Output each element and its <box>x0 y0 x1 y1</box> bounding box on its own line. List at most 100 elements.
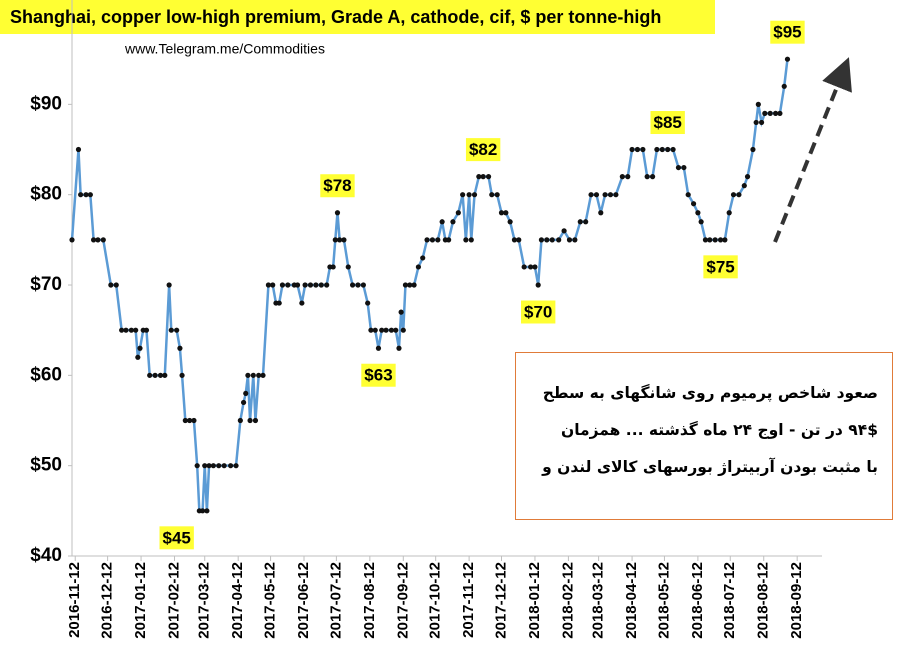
data-point <box>337 237 343 243</box>
data-point <box>191 417 197 424</box>
data-point <box>349 282 356 288</box>
data-point <box>654 146 660 153</box>
data-point <box>108 282 114 288</box>
x-tick-label: 2017-05-12 <box>262 562 279 639</box>
data-point <box>572 237 578 243</box>
data-point <box>640 146 646 153</box>
data-point <box>480 174 486 180</box>
data-point <box>152 372 158 378</box>
x-tick-label: 2018-05-12 <box>655 562 672 639</box>
data-point <box>245 372 251 378</box>
title-background <box>0 0 715 34</box>
annotation-label: $82 <box>469 140 497 159</box>
annotation-line: ۹۴$ در تن - اوج ۲۴ ماه گذشته ... همزمان <box>560 421 878 439</box>
data-point <box>368 327 374 333</box>
data-point <box>379 327 385 333</box>
x-tick-label: 2017-08-12 <box>361 562 378 639</box>
data-point <box>393 327 399 333</box>
x-tick-label: 2017-12-12 <box>492 562 509 639</box>
data-point <box>532 264 538 270</box>
data-point <box>388 327 395 333</box>
data-point <box>90 237 97 243</box>
x-tick-label: 2016-11-12 <box>66 562 83 638</box>
data-point <box>503 210 509 216</box>
x-tick-label: 2018-04-12 <box>623 562 640 639</box>
data-point <box>607 192 614 198</box>
data-point <box>355 282 361 288</box>
y-tick-label: $90 <box>30 93 62 114</box>
data-point <box>538 237 545 243</box>
data-point <box>398 309 404 315</box>
data-point <box>285 282 291 288</box>
annotation: $85 <box>650 111 685 135</box>
annotation-label: $70 <box>524 303 552 322</box>
data-point <box>78 192 84 198</box>
data-point <box>583 219 589 225</box>
annotation: $78 <box>320 174 355 198</box>
annotation-label: $78 <box>323 176 351 195</box>
y-tick-label: $50 <box>30 455 62 476</box>
data-point <box>206 463 212 469</box>
plot-area: $40 $50 $60 $70 $80 $90 2016-11-12 2016-12-12 20… <box>30 20 805 639</box>
data-point <box>402 282 409 288</box>
data-point <box>429 237 436 243</box>
annotation: $82 <box>465 138 501 162</box>
data-point <box>435 237 441 243</box>
annotation: $63 <box>361 363 396 387</box>
data-point <box>174 327 180 333</box>
data-point <box>228 463 234 469</box>
x-tick-label: 2018-08-12 <box>755 562 772 639</box>
data-point <box>485 174 492 180</box>
data-point <box>707 237 713 243</box>
data-point <box>265 282 272 288</box>
data-point <box>137 345 143 351</box>
data-point <box>685 192 691 198</box>
data-point <box>260 372 266 378</box>
annotation-line: با مثبت بودن آربیتراژ بورسهای کالای لندن… <box>542 458 878 476</box>
x-tick-label: 2017-07-12 <box>327 562 344 639</box>
x-tick-label: 2017-09-12 <box>394 562 411 639</box>
data-point <box>619 174 625 180</box>
data-point <box>613 192 619 198</box>
data-point <box>675 164 682 171</box>
data-point <box>528 264 534 270</box>
annotation-line: صعود شاخص پرمیوم روی شانگهای به سطح <box>542 384 878 402</box>
annotation-background <box>465 138 501 162</box>
data-point <box>332 237 338 243</box>
data-point <box>466 192 472 198</box>
data-point <box>240 399 247 406</box>
data-point <box>712 237 718 243</box>
data-point <box>375 345 382 351</box>
data-point <box>324 282 330 288</box>
data-point <box>396 345 402 351</box>
data-point <box>243 390 249 397</box>
data-point <box>649 174 656 180</box>
x-tick-label: 2018-09-12 <box>788 562 805 639</box>
data-point <box>736 192 742 198</box>
data-point <box>400 327 406 333</box>
data-point <box>372 327 378 333</box>
data-point <box>670 146 676 153</box>
data-point <box>566 237 573 243</box>
data-point <box>157 372 164 378</box>
data-point <box>123 327 129 333</box>
x-tick-label: 2017-02-12 <box>165 562 182 639</box>
data-point <box>698 219 704 225</box>
data-point <box>544 237 550 243</box>
data-point <box>221 463 227 469</box>
annotation-background <box>520 300 556 324</box>
data-point <box>177 345 183 351</box>
data-point <box>199 508 206 514</box>
data-point <box>119 327 125 333</box>
data-point <box>168 327 174 333</box>
data-point <box>162 372 168 378</box>
data-point <box>276 300 282 306</box>
data-point <box>69 237 75 243</box>
data-point <box>420 255 426 261</box>
x-tick-label: 2018-06-12 <box>689 562 706 639</box>
data-point <box>702 237 709 243</box>
data-point <box>95 237 101 243</box>
data-point <box>133 327 139 333</box>
data-point <box>411 282 417 288</box>
